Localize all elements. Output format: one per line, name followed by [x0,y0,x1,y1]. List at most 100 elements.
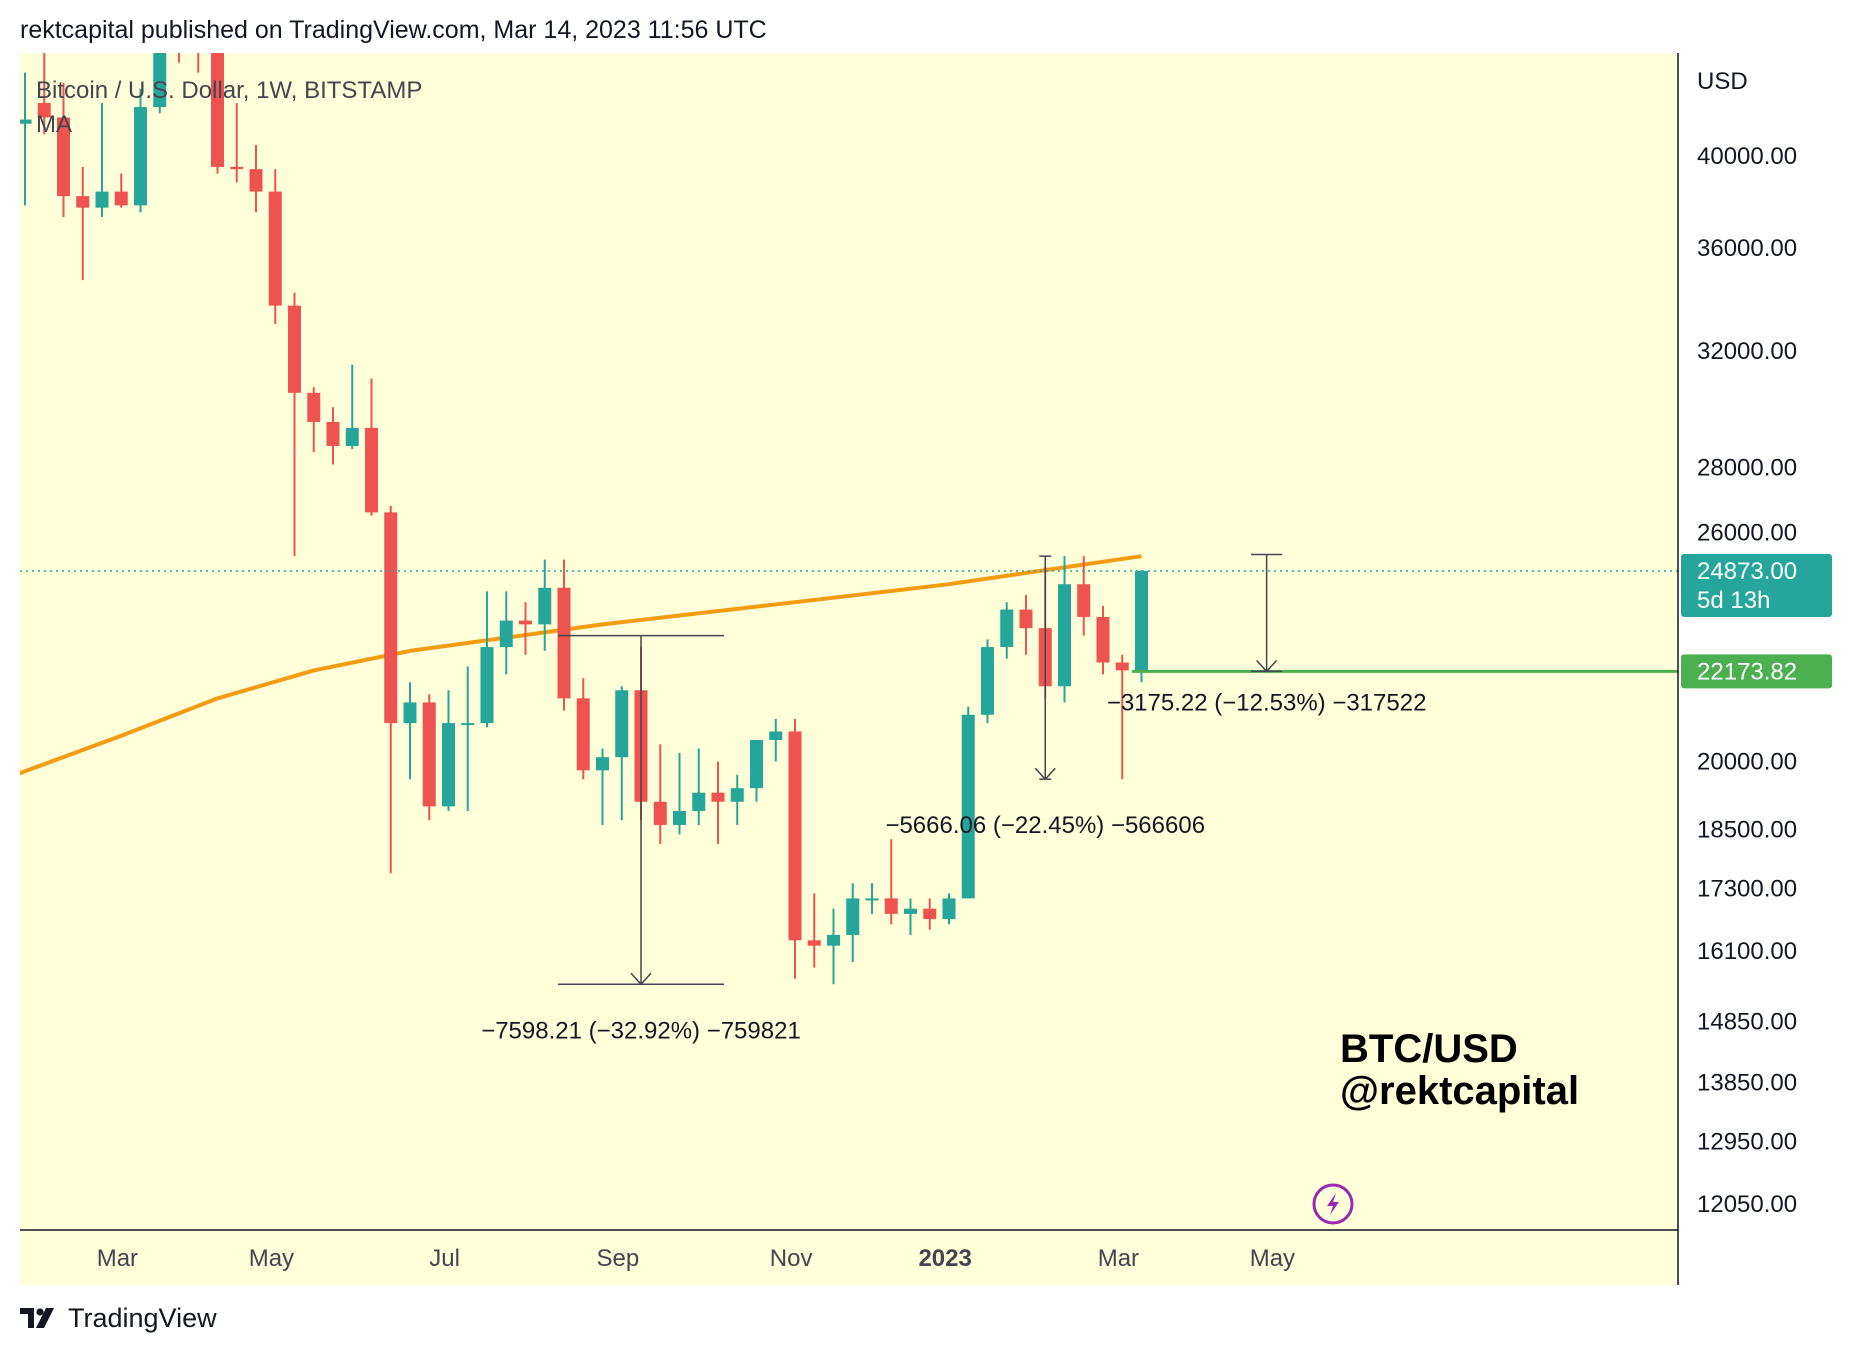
chart-background [20,53,1678,1285]
candle [673,752,686,835]
candle [249,145,263,213]
candle [422,694,436,821]
candle [480,591,494,728]
price-axis[interactable]: 40000.00 36000.00 32000.00 28000.00 26000.00… [1681,143,1832,1218]
candle [20,72,32,206]
measurement-3[interactable]: −3175.22 (−12.53%) −317522 [1107,553,1427,716]
candles-layer [20,24,1148,985]
candle [211,53,224,174]
btc-usd-weekly-chart[interactable]: −7598.21 (−32.92%) −759821 −5666.06 (−22.… [0,0,1850,1300]
candle [1096,605,1110,675]
candle-body [268,191,282,306]
measurement-arrowhead [630,972,652,986]
candle-body [981,647,994,715]
measurement-arrowhead [1034,767,1056,781]
candle-body [942,898,956,920]
candle [615,686,629,821]
price-tick-label: 14850.00 [1697,1009,1797,1036]
candle [288,292,301,557]
candle-body [1135,571,1148,671]
candle [769,718,783,762]
candle [1115,654,1129,780]
candle-body [711,792,725,802]
candle-body [57,117,70,197]
measurement-1[interactable]: −7598.21 (−32.92%) −759821 [481,634,801,1045]
candle-body [114,191,128,206]
candle [923,898,937,930]
candle-body [519,620,532,625]
candle-body [249,169,263,192]
candle-body [153,53,167,108]
candle-body [923,908,937,920]
candle-body [480,647,494,724]
candle [384,505,398,874]
candle-body [1058,584,1071,687]
candle-body [76,196,90,208]
candle-body [211,53,224,167]
time-tick-label: Sep [597,1245,640,1272]
price-axis-currency: USD [1697,68,1748,95]
candle [519,602,532,655]
current-price-tag [1681,554,1832,618]
price-tick-label: 13850.00 [1697,1070,1797,1097]
candle-body [750,739,763,789]
price-tick-label: 40000.00 [1697,143,1797,170]
price-tick-label: 26000.00 [1697,519,1797,546]
candle [326,407,340,465]
candle-body [95,191,109,208]
candle [114,173,128,208]
measurement-2[interactable]: −5666.06 (−22.45%) −566606 [885,555,1205,839]
candle-body [345,427,359,446]
candle-body [403,702,417,724]
candle-body [442,723,455,807]
time-tick-label: May [249,1245,294,1272]
legend-symbol: Bitcoin / U.S. Dollar, 1W, BITSTAMP [36,77,422,104]
time-axis[interactable]: Mar May Jul Sep Nov 2023 Mar May [97,1245,1295,1272]
candle-body [769,731,783,740]
candle [365,378,378,516]
candle-body [192,38,205,46]
candle [653,744,667,844]
candle-body [422,702,436,807]
candle [499,591,513,675]
candle [76,166,90,281]
candle-body [846,898,860,935]
watermark-line-1: BTC/USD [1340,1027,1518,1071]
candle [173,24,186,63]
candle-body [653,801,667,825]
candle [961,706,975,899]
time-tick-label: Mar [1098,1245,1139,1272]
candle-body [557,587,571,699]
candle [268,169,282,324]
candle-body [788,731,802,941]
candle [596,748,609,825]
candle-body [384,512,398,724]
candle-body [1019,609,1033,629]
candle-body [884,898,898,914]
candle [692,748,706,825]
candle [192,38,205,73]
measurement-label: −7598.21 (−32.92%) −759821 [481,1018,801,1045]
candle-body [499,620,513,648]
price-tick-label: 20000.00 [1697,749,1797,776]
candle-body [961,714,975,899]
candle [1000,602,1014,659]
price-tick-label: 12050.00 [1697,1191,1797,1218]
candle [1058,556,1071,703]
candle [788,718,802,979]
price-tick-label: 12950.00 [1697,1128,1797,1155]
candle-body [1096,616,1110,663]
measurement-label: −3175.22 (−12.53%) −317522 [1107,689,1427,716]
legend-indicator: MA [36,111,72,138]
candle [981,639,994,724]
candle [538,559,552,651]
price-tick-label: 17300.00 [1697,875,1797,902]
candle-body [173,24,186,37]
candle [807,893,821,968]
candle [942,893,956,925]
lightning-icon[interactable] [1312,1183,1354,1225]
candle [95,102,109,217]
candle-body [461,723,475,726]
price-tick-label: 16100.00 [1697,938,1797,965]
candle-body [576,698,590,771]
